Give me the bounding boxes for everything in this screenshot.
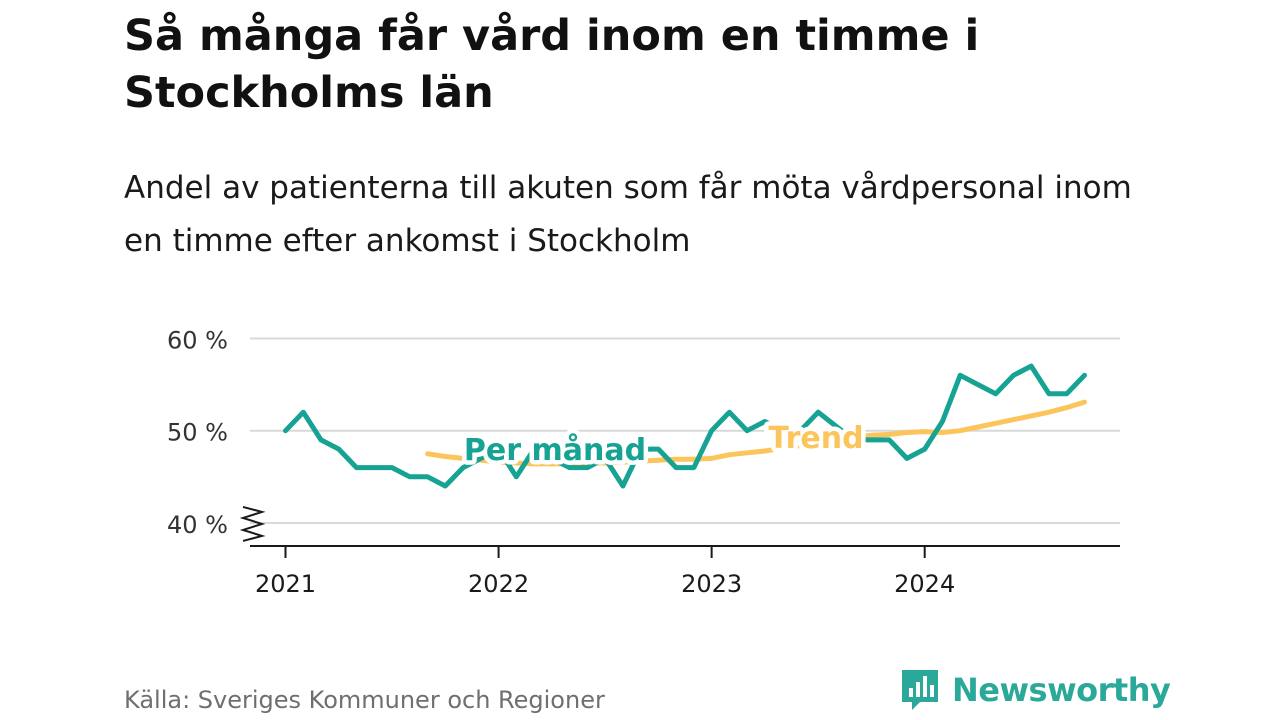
y-tick-label: 40 % — [167, 511, 228, 539]
line-chart: 40 % 50 % 60 % 2021 2022 2023 2024 Per månad Tre… — [167, 326, 1120, 598]
series-label-trend: Trend — [768, 421, 863, 456]
x-tick-label: 2024 — [894, 570, 955, 598]
x-tick-label: 2023 — [681, 570, 742, 598]
newsworthy-logo-icon — [902, 670, 938, 710]
series-label-monthly: Per månad — [464, 432, 646, 468]
source-note: Källa: Sveriges Kommuner och Regioner — [124, 686, 605, 714]
chart-title: Så många får vård inom en timme i Stockh… — [124, 11, 980, 118]
brand-name: Newsworthy — [952, 671, 1171, 709]
x-tick-label: 2021 — [255, 570, 316, 598]
y-tick-label: 60 % — [167, 326, 228, 354]
axis-break-marker — [239, 505, 266, 542]
y-tick-label: 50 % — [167, 419, 228, 447]
series-line-trend — [425, 399, 1087, 467]
x-tick-label: 2022 — [468, 570, 529, 598]
series-line-monthly — [283, 363, 1087, 489]
chart-subtitle: Andel av patienterna till akuten som får… — [124, 170, 1132, 259]
brand-logo: Newsworthy — [900, 668, 1171, 712]
